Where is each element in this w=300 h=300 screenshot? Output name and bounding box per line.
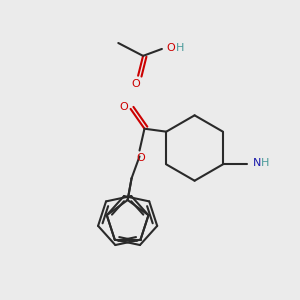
Text: O: O (132, 79, 140, 88)
Text: H: H (260, 158, 269, 168)
Text: H: H (176, 43, 184, 53)
Text: O: O (119, 102, 128, 112)
Text: O: O (136, 153, 145, 164)
Text: N: N (253, 158, 261, 168)
Text: O: O (167, 43, 176, 53)
